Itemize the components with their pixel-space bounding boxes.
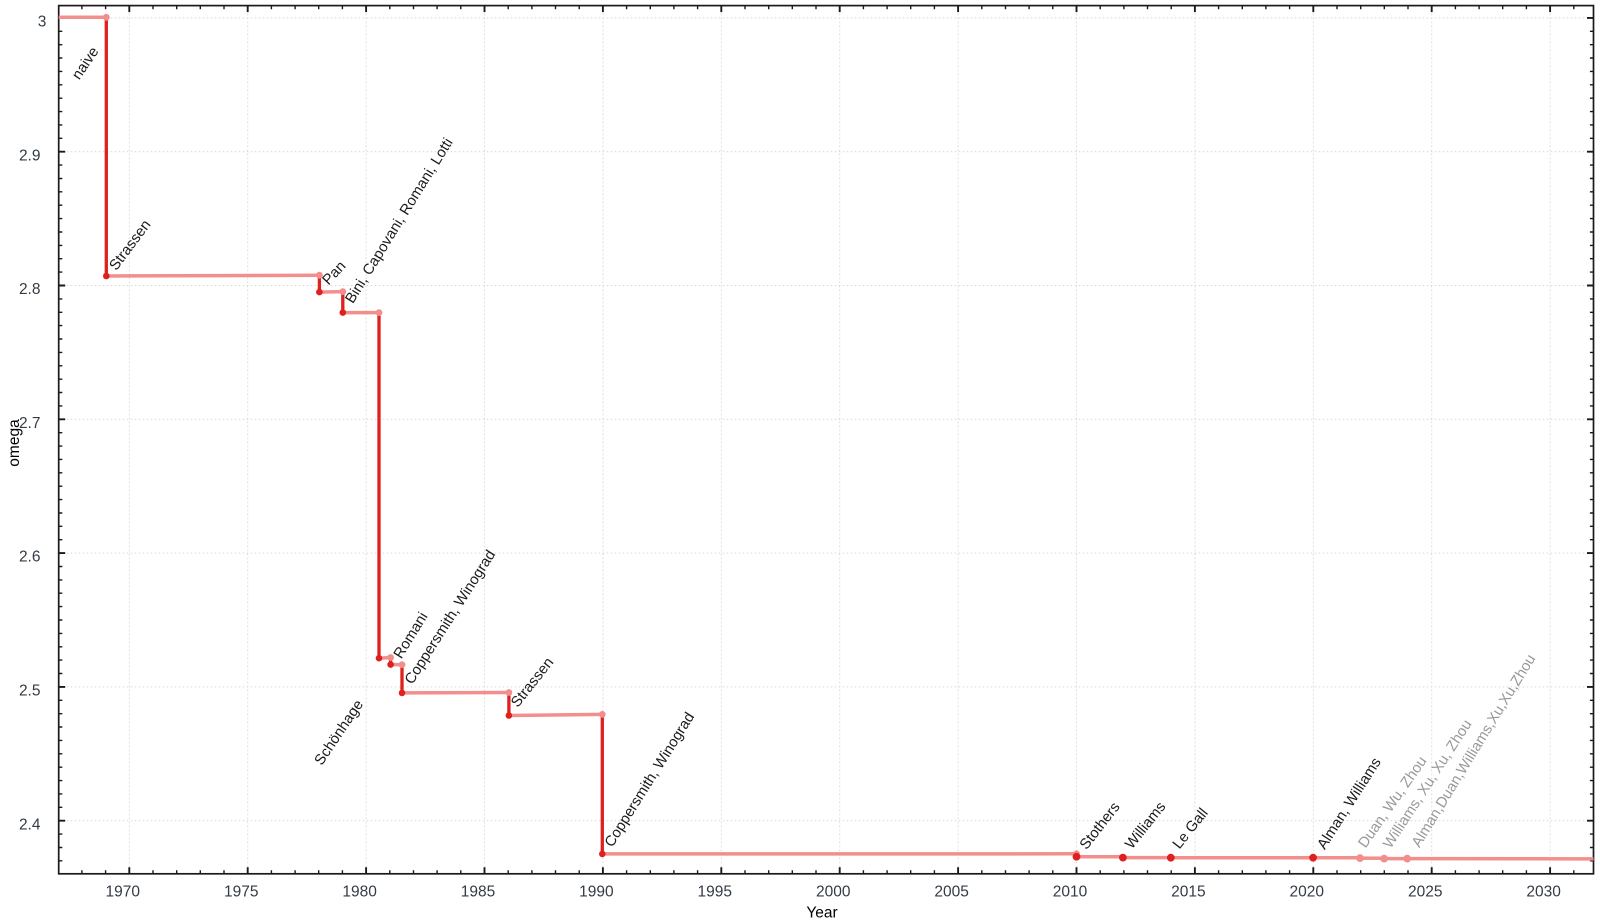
- svg-text:1980: 1980: [342, 884, 377, 901]
- svg-text:2015: 2015: [1171, 884, 1205, 901]
- svg-text:2.4: 2.4: [19, 816, 41, 833]
- svg-text:omega: omega: [6, 419, 23, 467]
- svg-text:1975: 1975: [224, 884, 258, 901]
- svg-text:2.6: 2.6: [19, 549, 41, 566]
- svg-text:2030: 2030: [1526, 884, 1561, 901]
- svg-text:Year: Year: [806, 905, 837, 920]
- svg-text:2.9: 2.9: [19, 147, 41, 164]
- svg-text:2005: 2005: [934, 884, 968, 901]
- svg-text:3: 3: [38, 14, 47, 31]
- svg-text:1990: 1990: [579, 884, 614, 901]
- svg-text:2.7: 2.7: [19, 415, 41, 432]
- svg-text:2.8: 2.8: [19, 281, 41, 298]
- svg-text:2020: 2020: [1290, 884, 1325, 901]
- svg-text:1985: 1985: [461, 884, 495, 901]
- svg-text:1970: 1970: [106, 884, 141, 901]
- svg-text:2025: 2025: [1408, 884, 1442, 901]
- svg-text:2.5: 2.5: [19, 683, 41, 700]
- svg-text:1995: 1995: [698, 884, 732, 901]
- svg-text:2000: 2000: [816, 884, 851, 901]
- svg-text:2010: 2010: [1053, 884, 1088, 901]
